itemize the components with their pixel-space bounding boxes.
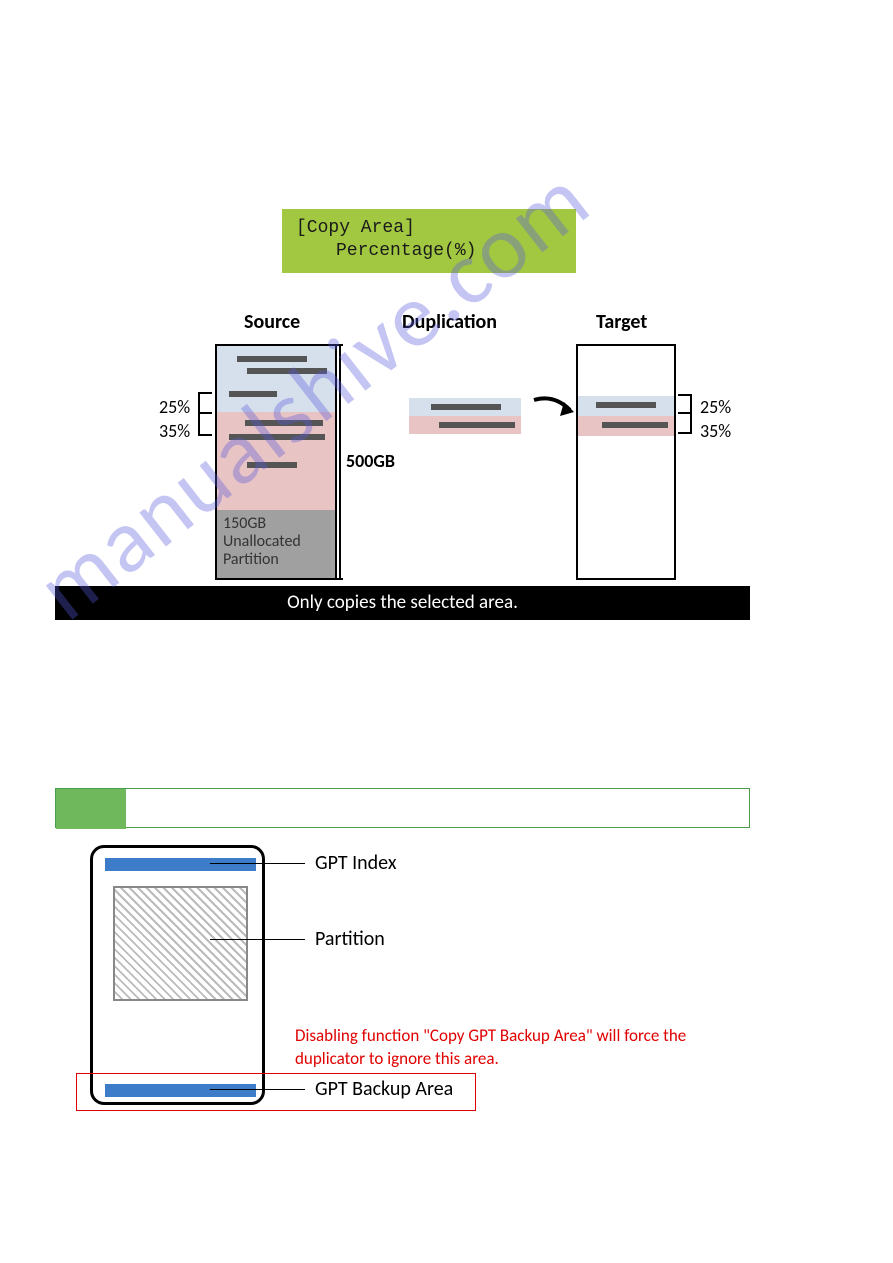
section-tab — [56, 789, 126, 829]
target-pink — [578, 416, 674, 436]
arrow-icon — [530, 392, 580, 428]
lcd-line-1: [Copy Area] — [296, 217, 562, 240]
gpt-diagram: GPT Index Partition GPT Backup Area Disa… — [90, 845, 790, 1145]
label-source: Source — [244, 310, 300, 334]
bracket-r1 — [678, 394, 692, 414]
unalloc-line-3: Partition — [223, 550, 279, 569]
data-bar — [431, 404, 501, 410]
data-bar — [229, 434, 325, 440]
data-bar — [237, 356, 307, 362]
source-unallocated: 150GB Unallocated Partition — [217, 510, 335, 578]
pct-1-right: 25% — [700, 396, 731, 418]
bracket-1 — [198, 392, 212, 414]
data-bar — [247, 462, 297, 468]
bracket-tick — [337, 578, 343, 580]
bracket-r2 — [678, 414, 692, 434]
gpt-device — [90, 845, 265, 1105]
capacity-bracket — [339, 344, 341, 580]
dup-pink — [409, 416, 521, 434]
callout-line-index — [210, 863, 305, 864]
source-partition-1 — [217, 346, 335, 412]
lcd-line-2: Percentage(%) — [296, 240, 562, 263]
target-blue — [578, 396, 674, 416]
callout-gpt-index: GPT Index — [315, 851, 397, 875]
callout-line-partition — [210, 939, 305, 940]
gpt-partition-area — [113, 886, 248, 1001]
data-bar — [439, 422, 515, 428]
source-disk: 150GB Unallocated Partition — [215, 344, 337, 580]
target-disk — [576, 344, 676, 580]
pct-1-left: 25% — [159, 396, 190, 418]
pct-2-left: 35% — [159, 420, 190, 442]
capacity-label: 500GB — [346, 450, 395, 472]
bracket-2 — [198, 414, 212, 436]
copy-area-diagram: Source Duplication Target 150GB Unalloca… — [0, 310, 893, 620]
warning-text: Disabling function "Copy GPT Backup Area… — [295, 1025, 715, 1071]
data-bar — [247, 368, 327, 374]
label-target: Target — [596, 310, 647, 334]
source-partition-2 — [217, 412, 335, 510]
data-bar — [602, 422, 668, 428]
dup-blue — [409, 398, 521, 416]
gpt-index-bar — [105, 858, 256, 871]
lcd-display: [Copy Area] Percentage(%) — [282, 209, 576, 273]
unalloc-line-1: 150GB — [223, 514, 266, 533]
duplication-slice — [409, 398, 521, 434]
bracket-tick — [337, 344, 343, 346]
data-bar — [596, 402, 656, 408]
callout-partition: Partition — [315, 927, 385, 951]
data-bar — [229, 391, 277, 397]
label-duplication: Duplication — [402, 310, 497, 334]
section-box — [55, 788, 750, 828]
pct-2-right: 35% — [700, 420, 731, 442]
data-bar — [245, 420, 323, 426]
caption-bar: Only copies the selected area. — [55, 586, 750, 620]
gpt-backup-highlight — [76, 1073, 476, 1111]
unalloc-line-2: Unallocated — [223, 532, 301, 551]
